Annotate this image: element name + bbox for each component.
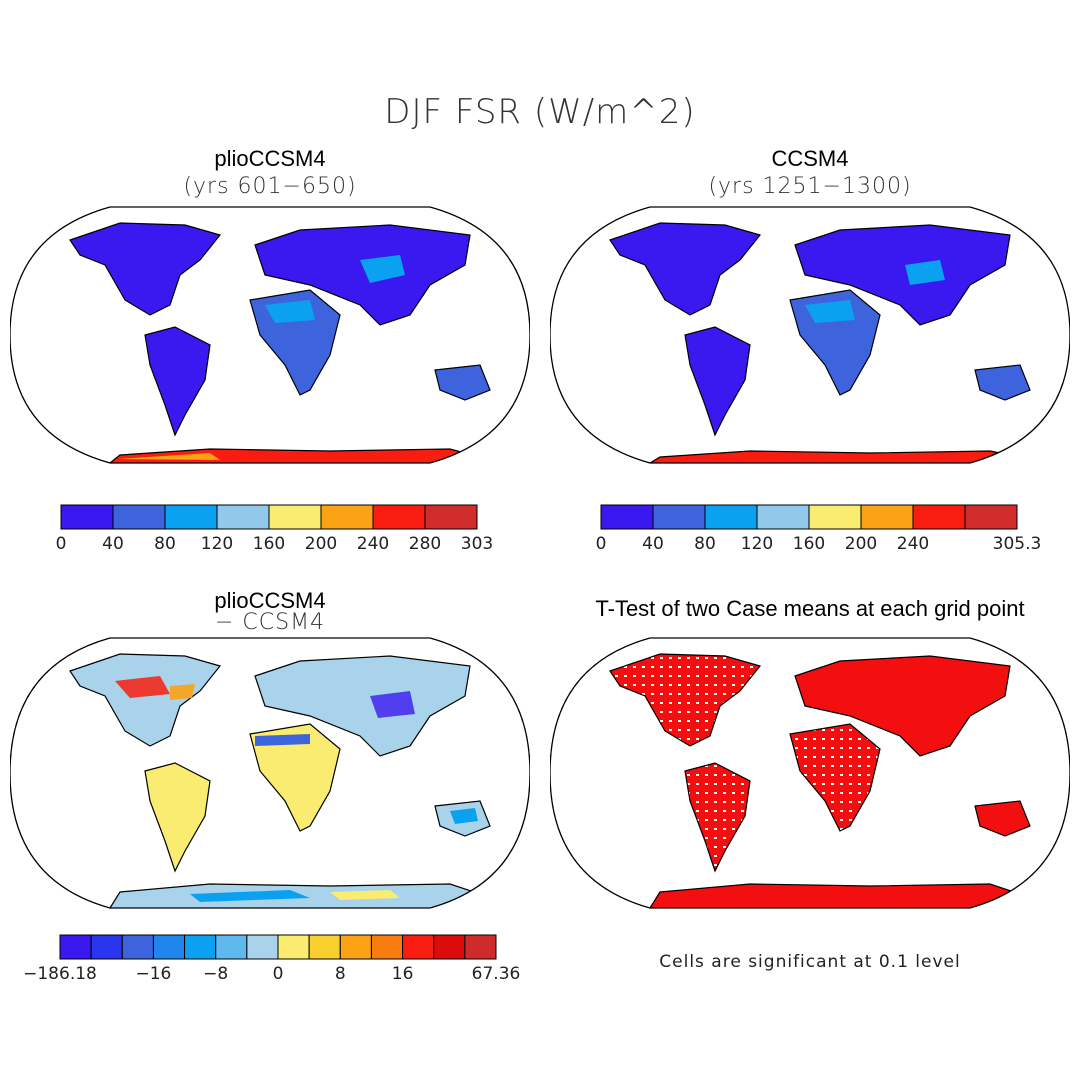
colorbar-boxes	[59, 934, 497, 960]
colorbar-tick-label: 0	[596, 534, 607, 553]
land-antarctica	[649, 450, 1032, 463]
colorbar-swatch	[60, 504, 114, 530]
colorbar-swatch	[756, 504, 810, 530]
colorbar-swatch	[215, 934, 248, 960]
colorbar-swatch	[964, 504, 1018, 530]
colorbar-tick-label: 8	[335, 964, 346, 984]
colorbar-swatch	[277, 934, 310, 960]
colorbar-tick-label: 0	[56, 534, 67, 553]
colorbar-tick-label: 200	[845, 534, 877, 553]
colorbar-swatch	[184, 934, 217, 960]
colorbar-swatch	[216, 504, 270, 530]
map-ttest	[550, 637, 1070, 909]
panel-1-title: plioCCSM4	[214, 146, 326, 171]
significance-note: Cells are significant at 0.1 level	[659, 952, 961, 972]
colorbar-swatch	[402, 934, 435, 960]
map-difference	[10, 637, 530, 909]
land-blue	[609, 222, 1031, 437]
panel-2-title: CCSM4	[771, 146, 849, 171]
colorbar-tick-label: −186.18	[23, 964, 97, 984]
colorbar-swatch	[600, 504, 654, 530]
colorbar-swatch	[424, 504, 478, 530]
colorbar-tick-label: 0	[273, 964, 284, 984]
colorbar-tick-label: 120	[201, 534, 233, 553]
panel-4-title: T-Test of two Case means at each grid po…	[595, 596, 1025, 621]
colorbar-tick-label: 16	[392, 964, 414, 984]
colorbar-tick-label: 200	[305, 534, 337, 553]
colorbar-swatch	[164, 504, 218, 530]
colorbar-ccsm4: 0 40 80 120 160 200 240 305.3	[596, 504, 1042, 553]
colorbar-swatch	[152, 934, 186, 960]
colorbar-tick-label: 40	[642, 534, 664, 553]
colorbar-swatch	[268, 504, 322, 530]
panel-3-subtitle: − CCSM4	[214, 610, 326, 635]
colorbar-swatch	[320, 504, 374, 530]
colorbar-tick-label: 80	[694, 534, 716, 553]
colorbar-plio: 0 40 80 120 160 200 240 280 303	[56, 504, 494, 553]
land-antarctica	[649, 883, 1032, 908]
land-difference	[69, 653, 491, 873]
colorbar-difference: −186.18 −16 −8 0 8 16 67.36	[23, 934, 520, 984]
colorbar-boxes	[600, 504, 1018, 530]
colorbar-ticks: 0 40 80 120 160 200 240 280 303	[56, 534, 494, 553]
colorbar-ticks: 0 40 80 120 160 200 240 305.3	[596, 534, 1042, 553]
colorbar-swatch	[464, 934, 497, 960]
colorbar-tick-label: 240	[357, 534, 389, 553]
colorbar-swatch	[59, 934, 92, 960]
colorbar-tick-label: −16	[135, 964, 171, 984]
colorbar-swatch	[308, 934, 341, 960]
colorbar-tick-label: 240	[897, 534, 929, 553]
panel-1-subtitle: (yrs 601−650)	[183, 174, 357, 199]
colorbar-tick-label: 40	[102, 534, 124, 553]
colorbar-tick-label: −8	[203, 964, 228, 984]
colorbar-tick-label: 160	[253, 534, 285, 553]
colorbar-tick-label: 303	[461, 534, 493, 553]
colorbar-swatch	[433, 934, 466, 960]
colorbar-tick-label: 305.3	[993, 534, 1042, 553]
colorbar-swatch	[860, 504, 914, 530]
land-significant	[609, 653, 1031, 873]
panel-3-title: plioCCSM4	[214, 588, 326, 613]
colorbar-swatch	[704, 504, 758, 530]
figure-title: DJF FSR (W/m^2)	[384, 92, 696, 132]
land-blue	[69, 222, 491, 437]
colorbar-swatch	[112, 504, 166, 530]
colorbar-swatch	[121, 934, 154, 960]
map-ccsm4-fsr	[550, 206, 1070, 464]
colorbar-tick-label: 67.36	[472, 964, 521, 984]
colorbar-tick-label: 120	[741, 534, 773, 553]
panel-2-subtitle: (yrs 1251−1300)	[708, 174, 912, 199]
colorbar-swatch	[372, 504, 426, 530]
land-antarctica	[109, 448, 492, 463]
land-antarctica	[109, 883, 492, 908]
map-plio-fsr	[10, 206, 530, 464]
colorbar-swatch	[339, 934, 372, 960]
colorbar-boxes	[60, 504, 478, 530]
colorbar-swatch	[246, 934, 279, 960]
colorbar-swatch	[90, 934, 123, 960]
colorbar-tick-label: 160	[793, 534, 825, 553]
colorbar-swatch	[808, 504, 862, 530]
colorbar-swatch	[652, 504, 706, 530]
colorbar-swatch	[912, 504, 966, 530]
colorbar-swatch	[370, 934, 404, 960]
colorbar-tick-label: 80	[154, 534, 176, 553]
colorbar-ticks: −186.18 −16 −8 0 8 16 67.36	[23, 964, 520, 984]
colorbar-tick-label: 280	[409, 534, 441, 553]
